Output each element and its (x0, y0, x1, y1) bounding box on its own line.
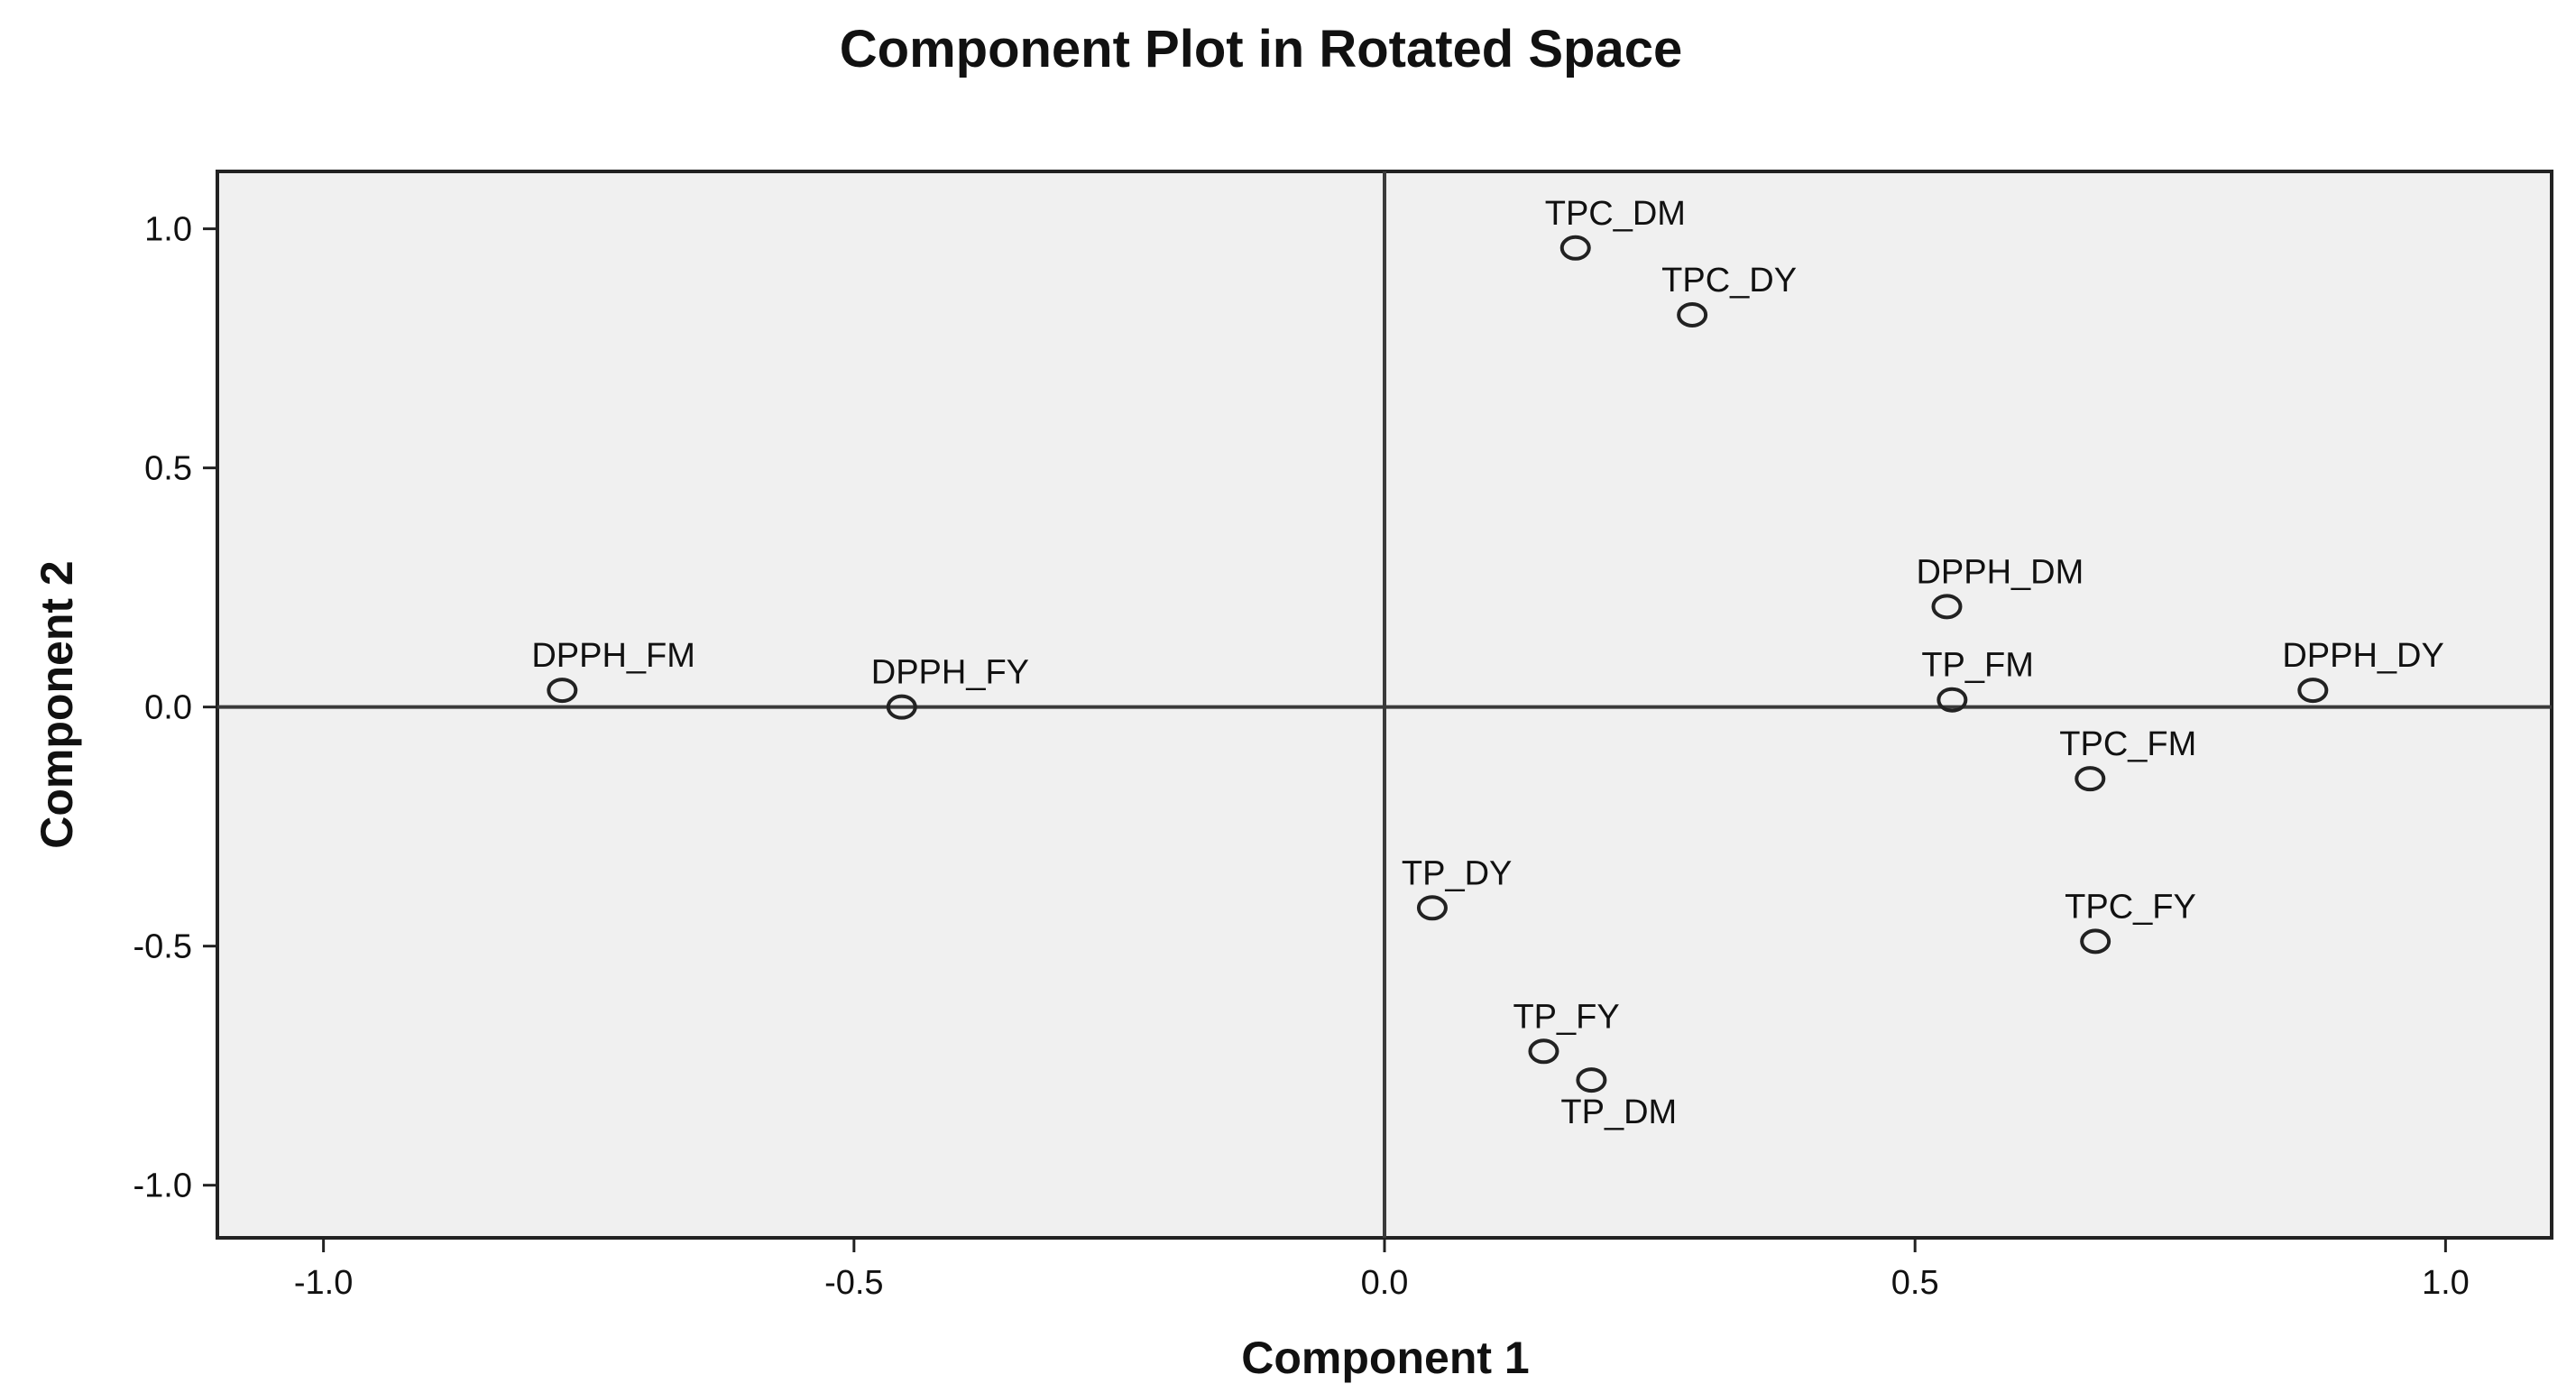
chart-title: Component Plot in Rotated Space (840, 20, 1683, 78)
data-point (1937, 687, 1968, 713)
x-tick-label: 1.0 (2422, 1264, 2470, 1302)
point-label: TPC_FY (2065, 888, 2196, 926)
point-label: DPPH_DY (2282, 637, 2444, 675)
y-axis-title: Component 2 (32, 560, 82, 848)
y-tick-label: 1.0 (144, 211, 192, 249)
point-label: TP_FM (1921, 647, 2034, 685)
point-label: TP_DM (1560, 1093, 1677, 1131)
x-tick-label: 0.5 (1891, 1264, 1939, 1302)
data-point (1576, 1067, 1607, 1093)
x-tick-label: 0.0 (1361, 1264, 1409, 1302)
x-tick-label: -0.5 (824, 1264, 883, 1302)
point-label: TPC_DM (1545, 195, 1686, 233)
points-layer: TPC_DM TPC_DY DPPH_DM TP_FM DPPH_DY TPC_FM TPC… (531, 195, 2444, 1131)
point-label: DPPH_FM (531, 637, 695, 675)
y-tick-label: 0.0 (144, 689, 192, 727)
data-point (1559, 235, 1591, 261)
point-label: DPPH_DM (1916, 553, 2084, 591)
data-point (2080, 928, 2111, 955)
data-point (1528, 1038, 1559, 1065)
y-tick-label: -1.0 (133, 1167, 192, 1205)
data-point (1931, 594, 1963, 620)
data-point (2075, 766, 2106, 792)
point-label: TPC_DY (1661, 262, 1797, 300)
point-label: TPC_FM (2059, 725, 2196, 763)
reference-lines (217, 171, 2552, 1238)
y-tick-label: 0.5 (144, 450, 192, 488)
data-point (1677, 302, 1708, 328)
point-label: TP_FY (1513, 998, 1619, 1036)
data-point (1416, 895, 1448, 921)
point-label: DPPH_FY (871, 654, 1029, 692)
data-point (2297, 678, 2329, 704)
x-axis-ticks: -1.0 -0.5 0.0 0.5 1.0 (294, 1238, 2470, 1302)
y-axis-ticks: 1.0 0.5 0.0 -0.5 -1.0 (133, 211, 217, 1205)
point-label: TP_DY (1402, 854, 1512, 892)
y-tick-label: -0.5 (133, 928, 192, 966)
data-point (547, 678, 578, 704)
x-tick-label: -1.0 (294, 1264, 353, 1302)
data-point (886, 694, 917, 720)
x-axis-title: Component 1 (1241, 1333, 1529, 1383)
